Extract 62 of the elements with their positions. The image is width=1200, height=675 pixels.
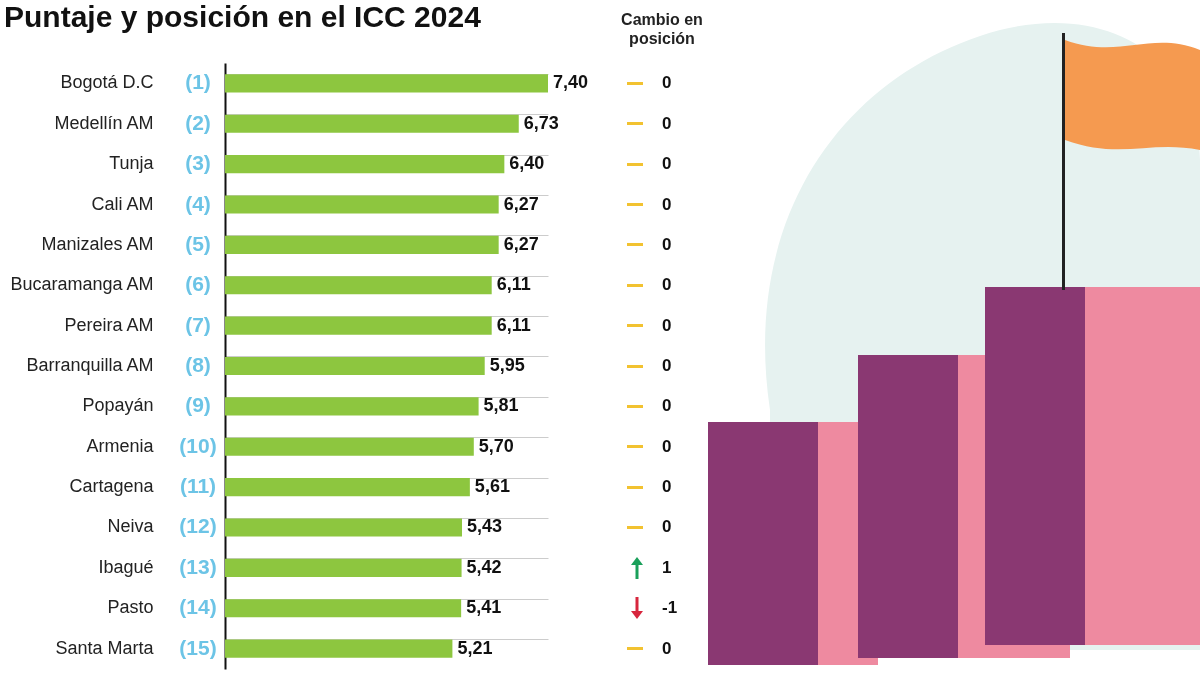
- y-tick-label: Popayán: [82, 395, 154, 416]
- text: 0: [662, 396, 672, 416]
- text: 0: [662, 436, 672, 456]
- text: 0: [662, 194, 672, 214]
- text: Cambio en posición: [620, 10, 704, 48]
- text: 0: [662, 638, 672, 658]
- chart-title: Puntaje y posición en el ICC 2024: [4, 0, 481, 34]
- data-label: 5,81: [483, 395, 519, 416]
- data-label: 6,73: [523, 112, 559, 133]
- text: 1: [662, 557, 672, 577]
- data-label: 5,95: [489, 355, 525, 375]
- y-tick-label: Medellín AM: [54, 112, 154, 133]
- text: (9): [185, 393, 211, 417]
- text: 0: [662, 154, 672, 174]
- y-tick-label: Cali AM: [91, 193, 154, 214]
- text: 0: [662, 356, 672, 375]
- text: -1: [662, 598, 678, 618]
- data-label: 7,40: [553, 72, 589, 93]
- data-label: 5,61: [474, 476, 510, 497]
- text: (6): [185, 272, 211, 296]
- data-label: 5,21: [457, 637, 493, 658]
- text: (13): [179, 554, 217, 578]
- text: 0: [662, 477, 672, 497]
- y-tick-label: Cartagena: [69, 476, 155, 497]
- text: 0: [662, 315, 672, 335]
- text: 0: [662, 517, 672, 537]
- y-tick-label: Ibagué: [98, 556, 154, 577]
- text: (8): [185, 353, 211, 376]
- data-label: 5,41: [466, 597, 502, 618]
- data-label: 6,11: [496, 314, 531, 335]
- y-tick-label: Tunja: [109, 153, 155, 174]
- text: (14): [179, 595, 217, 619]
- y-tick-label: Bucaramanga AM: [10, 274, 154, 295]
- text: (2): [185, 110, 211, 134]
- data-label: 6,27: [503, 193, 539, 214]
- data-label: 6,27: [503, 233, 539, 254]
- data-label: 6,11: [496, 274, 531, 295]
- y-tick-label: Bogotá D.C: [60, 72, 154, 93]
- text: 0: [662, 73, 672, 93]
- text: 0: [662, 234, 672, 254]
- text: (1): [185, 70, 211, 94]
- text: (3): [185, 151, 211, 175]
- text: 0: [662, 113, 672, 133]
- y-tick-label: Armenia: [86, 435, 155, 456]
- data-label: 5,43: [467, 516, 503, 537]
- text: (12): [179, 514, 217, 538]
- text: (11): [179, 474, 217, 498]
- data-label: 5,70: [478, 435, 514, 456]
- y-tick-label: Pasto: [107, 597, 154, 618]
- text: (4): [185, 191, 211, 215]
- text: (15): [179, 635, 217, 659]
- y-tick-label: Neiva: [107, 516, 155, 537]
- y-tick-label: Manizales AM: [41, 233, 154, 254]
- data-label: 6,40: [509, 153, 545, 174]
- text: (10): [179, 433, 217, 457]
- y-tick-label: Pereira AM: [64, 314, 154, 335]
- text: 0: [662, 275, 672, 295]
- text: (5): [185, 231, 211, 255]
- text: (7): [185, 312, 211, 336]
- data-label: 5,42: [466, 556, 502, 577]
- y-tick-label: Santa Marta: [55, 637, 155, 658]
- y-tick-label: Barranquilla AM: [26, 355, 154, 375]
